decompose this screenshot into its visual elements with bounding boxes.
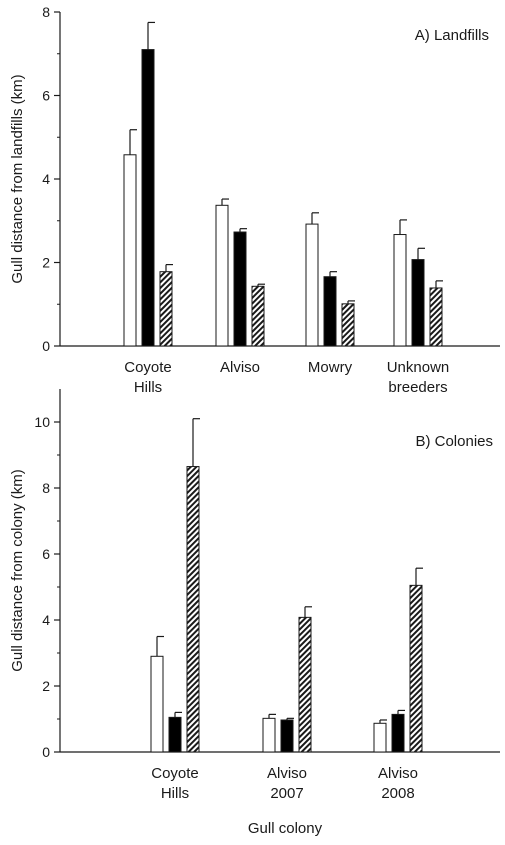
x-axis-label: Gull colony xyxy=(248,820,323,837)
category-label-line: 2007 xyxy=(270,785,303,802)
category-label-line: Mowry xyxy=(308,359,353,376)
bar-filled xyxy=(391,713,405,753)
bar-filled xyxy=(280,719,294,753)
bar-filled xyxy=(141,49,155,347)
category-label-line: Hills xyxy=(134,379,162,396)
category-label: Alviso 2008 xyxy=(378,765,418,802)
bar-open xyxy=(215,204,229,347)
category-label: Unknown breeders xyxy=(387,359,450,396)
bar-hatched xyxy=(186,466,200,753)
bar-hatched xyxy=(409,584,423,753)
y-tick-label: 4 xyxy=(42,612,50,628)
category-label: Alviso xyxy=(220,359,260,376)
y-tick-label: 4 xyxy=(42,171,50,187)
category-label-line: 2008 xyxy=(381,785,414,802)
y-tick-label: 6 xyxy=(42,88,50,104)
bar-hatched xyxy=(429,287,443,347)
bar-open xyxy=(262,717,276,753)
category-label-line: breeders xyxy=(388,379,447,396)
bar-open xyxy=(373,722,387,753)
bar-open xyxy=(150,655,164,753)
bar-filled xyxy=(233,231,247,347)
bar-open xyxy=(305,223,319,347)
category-label-line: Alviso xyxy=(378,765,418,782)
category-label-line: Unknown xyxy=(387,359,450,376)
bar-open xyxy=(123,154,137,347)
category-label-line: Coyote xyxy=(124,359,172,376)
category-label-line: Hills xyxy=(161,785,189,802)
bar-filled xyxy=(168,716,182,753)
y-tick-label: 0 xyxy=(42,744,50,760)
category-label: Coyote Hills xyxy=(124,359,172,396)
panel-title: B) Colonies xyxy=(415,433,493,450)
category-label: Alviso 2007 xyxy=(267,765,307,802)
bar-filled xyxy=(323,276,337,347)
bar-hatched xyxy=(251,285,265,347)
panel-title: A) Landfills xyxy=(415,27,489,44)
category-label-line: Coyote xyxy=(151,765,199,782)
bar-open xyxy=(393,234,407,347)
y-tick-label: 8 xyxy=(42,480,50,496)
panel-landfills: 0 2 4 6 8 Gull distance from landfills (km) A)… xyxy=(9,4,500,396)
y-axis-label: Gull distance from colony (km) xyxy=(9,469,26,672)
y-tick-label: 6 xyxy=(42,546,50,562)
y-tick-label: 2 xyxy=(42,255,50,271)
bar-filled xyxy=(411,259,425,347)
category-label-line: Alviso xyxy=(220,359,260,376)
panel-colonies: 0 2 4 6 8 10 Gull distance from colony (km) B) … xyxy=(9,389,500,802)
y-tick-label: 10 xyxy=(34,414,50,430)
y-tick-label: 0 xyxy=(42,338,50,354)
bar-hatched xyxy=(298,616,312,753)
y-tick-label: 2 xyxy=(42,678,50,694)
bar-hatched xyxy=(341,303,355,347)
y-tick-label: 8 xyxy=(42,4,50,20)
category-label-line: Alviso xyxy=(267,765,307,782)
category-label: Coyote Hills xyxy=(151,765,199,802)
bar-hatched xyxy=(159,271,173,347)
category-label: Mowry xyxy=(308,359,353,376)
y-axis-label: Gull distance from landfills (km) xyxy=(9,74,26,283)
